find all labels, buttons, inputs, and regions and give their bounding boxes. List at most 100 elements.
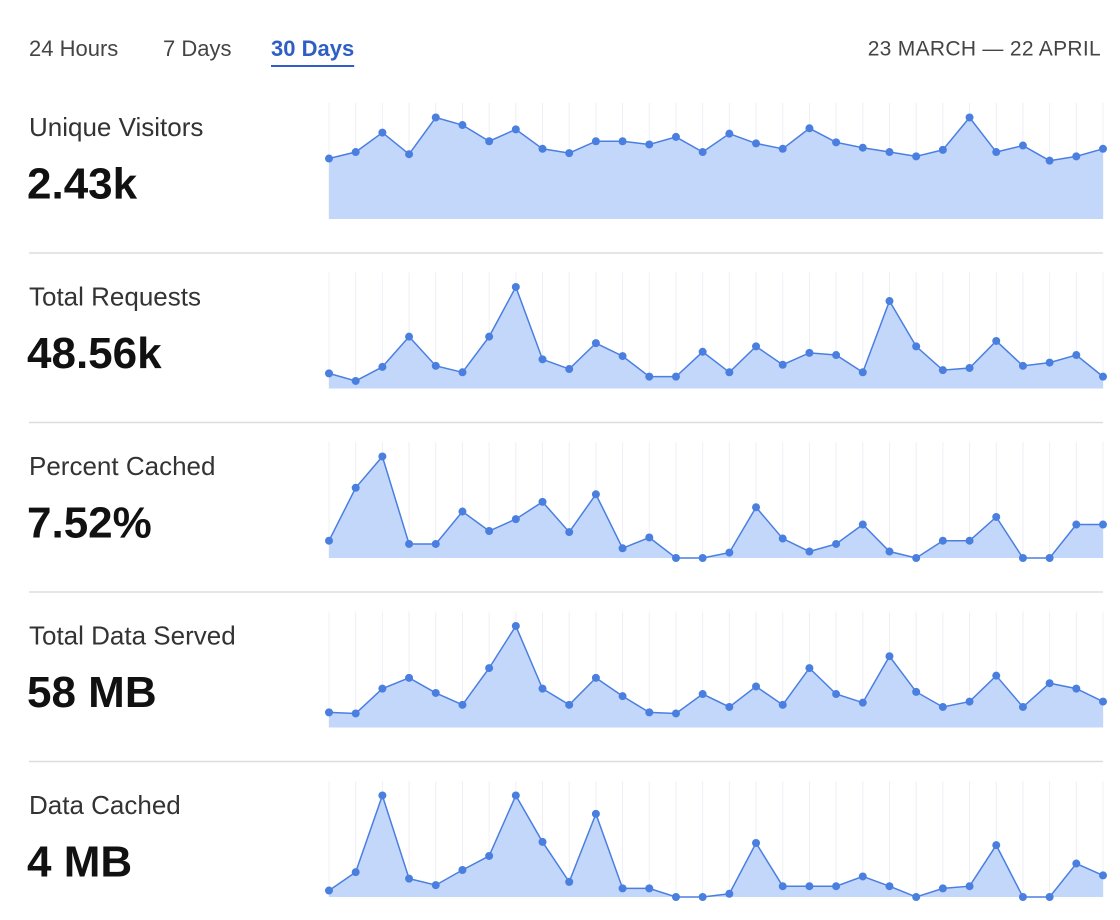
point <box>671 372 680 381</box>
point <box>752 139 761 148</box>
point <box>645 140 654 149</box>
point <box>912 893 921 901</box>
point <box>832 690 841 699</box>
point <box>565 877 574 886</box>
point <box>511 621 520 630</box>
point <box>885 148 894 157</box>
point <box>485 137 494 146</box>
point <box>725 889 734 898</box>
point <box>912 687 921 696</box>
point <box>591 809 600 818</box>
point <box>538 684 547 693</box>
point <box>992 671 1001 680</box>
line <box>328 116 1104 162</box>
point <box>671 554 680 562</box>
point <box>671 709 680 718</box>
point <box>565 700 574 709</box>
metric-title: Unique Visitors <box>29 112 203 142</box>
point <box>458 700 467 709</box>
point <box>1045 679 1054 688</box>
point <box>645 708 654 717</box>
point <box>778 360 787 369</box>
point <box>431 881 440 890</box>
area <box>329 795 1103 897</box>
point <box>805 547 814 556</box>
metric-value: 48.56k <box>27 329 162 378</box>
tab[interactable]: 30 Days <box>271 36 354 61</box>
point <box>698 148 707 157</box>
point <box>485 527 494 535</box>
point <box>1072 351 1081 360</box>
point <box>805 882 814 891</box>
point <box>565 528 574 537</box>
point <box>671 893 680 901</box>
point <box>671 132 680 141</box>
metric-title: Total Requests <box>29 281 201 311</box>
point <box>431 688 440 697</box>
point <box>378 452 387 461</box>
point <box>431 113 440 122</box>
point <box>405 874 414 883</box>
point <box>431 539 440 548</box>
point <box>912 152 921 161</box>
point <box>1099 372 1107 381</box>
point <box>992 841 1001 850</box>
point <box>965 113 974 122</box>
point <box>618 692 627 701</box>
line <box>328 454 1103 559</box>
point <box>698 347 707 356</box>
point <box>325 154 333 163</box>
point <box>405 332 414 341</box>
point <box>752 503 761 512</box>
point <box>511 125 520 134</box>
point <box>885 882 894 891</box>
area <box>329 625 1103 728</box>
point <box>565 149 574 158</box>
line <box>328 793 1104 898</box>
point <box>351 148 360 157</box>
point <box>938 536 947 545</box>
point <box>485 664 494 673</box>
point <box>805 348 814 357</box>
point <box>378 791 387 800</box>
point <box>485 851 494 860</box>
point <box>511 515 520 524</box>
point <box>1018 141 1027 150</box>
point <box>458 121 467 130</box>
point <box>912 342 921 351</box>
point <box>1099 144 1107 153</box>
point <box>1045 893 1054 901</box>
point <box>1099 520 1107 529</box>
point <box>965 882 974 891</box>
point <box>1018 893 1027 901</box>
metric-value: 7.52% <box>27 499 152 548</box>
point <box>858 368 867 377</box>
point <box>645 372 654 381</box>
point <box>1072 152 1081 161</box>
point <box>1018 702 1027 711</box>
point <box>538 497 547 506</box>
point <box>992 148 1001 157</box>
point <box>405 539 414 548</box>
point <box>992 336 1001 345</box>
point <box>1018 554 1027 562</box>
point <box>725 368 734 377</box>
point <box>1018 361 1027 370</box>
point <box>618 544 627 553</box>
point <box>618 884 627 893</box>
point <box>565 365 574 374</box>
point <box>618 137 627 146</box>
point <box>458 507 467 516</box>
point <box>698 690 707 699</box>
point <box>698 554 707 562</box>
tab[interactable]: 24 Hours <box>29 36 118 61</box>
point <box>645 884 654 893</box>
tab[interactable]: 7 Days <box>163 36 231 61</box>
point <box>431 361 440 370</box>
point <box>832 138 841 147</box>
point <box>752 682 761 691</box>
point <box>832 351 841 360</box>
point <box>885 652 894 661</box>
point <box>1045 554 1054 562</box>
